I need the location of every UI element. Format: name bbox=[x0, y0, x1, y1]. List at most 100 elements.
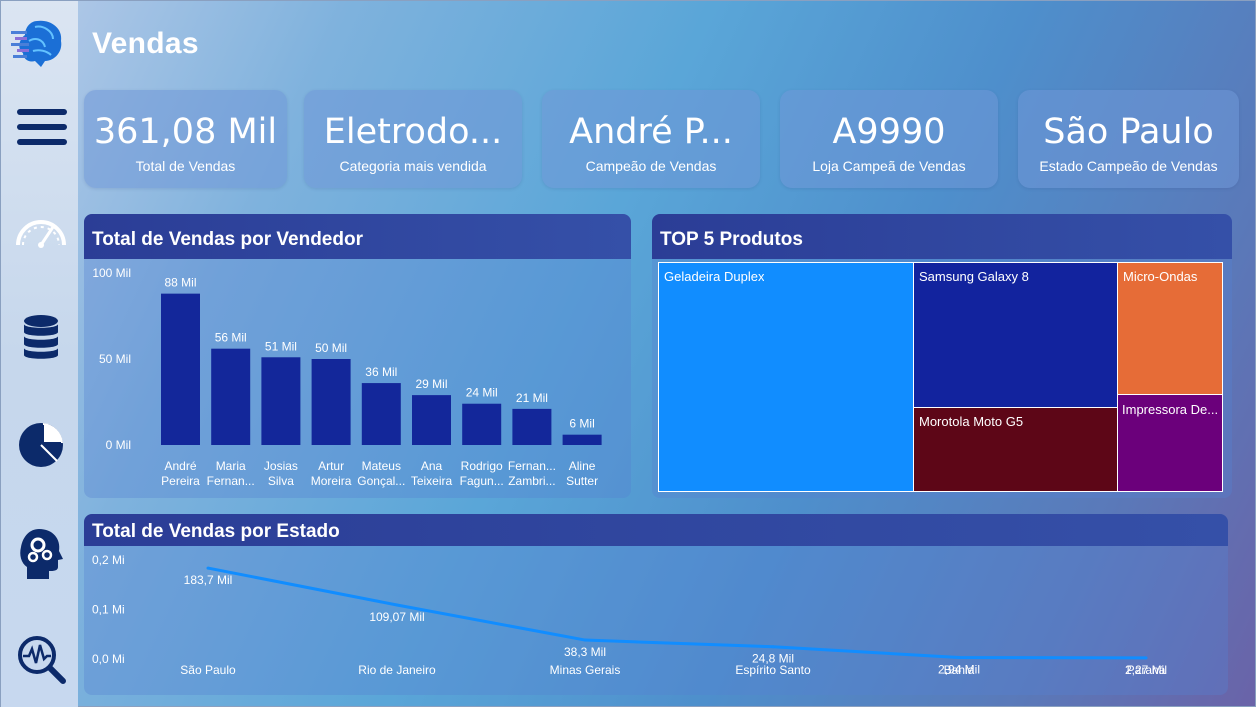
line-point bbox=[1144, 656, 1148, 660]
x-tick-label: Maria bbox=[216, 459, 246, 473]
kpi-card-total-sales[interactable]: 361,08 Mil Total de Vendas bbox=[84, 90, 287, 188]
x-tick-label: Pereira bbox=[161, 474, 200, 488]
x-tick-label: Ana bbox=[421, 459, 443, 473]
line-data-label: 2,94 Mil bbox=[938, 663, 980, 677]
kpi-value: Eletrodo... bbox=[323, 112, 503, 152]
x-tick-label: Zambri... bbox=[508, 474, 555, 488]
treemap-cell-moto[interactable]: Morotola Moto G5 bbox=[913, 407, 1118, 492]
x-tick-label: São Paulo bbox=[180, 663, 236, 677]
bar-data-label: 21 Mil bbox=[516, 391, 548, 405]
x-tick-label: Rodrigo bbox=[461, 459, 503, 473]
bar-data-label: 56 Mil bbox=[215, 331, 247, 345]
y-tick-label: 0,1 Mi bbox=[92, 603, 125, 617]
x-tick-label: Rio de Janeiro bbox=[358, 663, 436, 677]
treemap-label: Micro-Ondas bbox=[1123, 269, 1198, 284]
brain-logo-icon[interactable] bbox=[11, 15, 67, 71]
line-point bbox=[395, 603, 399, 607]
x-tick-label: Paraná bbox=[1127, 663, 1166, 677]
line-point bbox=[583, 638, 587, 642]
x-tick-label: Moreira bbox=[311, 474, 352, 488]
kpi-card-top-category[interactable]: Eletrodo... Categoria mais vendida bbox=[304, 90, 522, 188]
x-tick-label: Espírito Santo bbox=[735, 663, 811, 677]
line-series bbox=[207, 566, 1147, 660]
kpi-value: 361,08 Mil bbox=[93, 112, 278, 152]
bar bbox=[211, 348, 251, 445]
treemap-label: Geladeira Duplex bbox=[664, 269, 765, 284]
bar-data-label: 36 Mil bbox=[365, 365, 397, 379]
states-chart-panel: Total de Vendas por Estado 0,0 Mi 0,1 Mi 0… bbox=[84, 514, 1228, 695]
x-tick-label: Artur bbox=[318, 459, 344, 473]
kpi-label: Total de Vendas bbox=[135, 158, 236, 174]
pie-chart-icon[interactable] bbox=[13, 417, 69, 473]
bar-data-label: 29 Mil bbox=[415, 377, 447, 391]
line-point bbox=[957, 656, 961, 660]
kpi-card-top-store[interactable]: A9990 Loja Campeã de Vendas bbox=[780, 90, 998, 188]
line-data-label: 183,7 Mil bbox=[184, 573, 233, 587]
x-tick-label: Aline bbox=[569, 459, 596, 473]
line-data-label: 2,27 Mil bbox=[1125, 663, 1167, 677]
treemap-label: Samsung Galaxy 8 bbox=[919, 269, 1029, 284]
bar bbox=[462, 403, 502, 445]
database-icon[interactable] bbox=[13, 309, 69, 365]
kpi-label: Categoria mais vendida bbox=[339, 158, 487, 174]
bar bbox=[512, 408, 552, 445]
kpi-value: São Paulo bbox=[1043, 112, 1214, 152]
states-line-chart: 0,0 Mi 0,1 Mi 0,2 Mi 183,7 Mil São Paulo 109,… bbox=[92, 553, 1167, 677]
x-tick-label: Silva bbox=[268, 474, 294, 488]
kpi-value: A9990 bbox=[832, 112, 946, 152]
line-data-label: 109,07 Mil bbox=[369, 610, 424, 624]
x-tick-label: Fagun... bbox=[460, 474, 504, 488]
bar-data-label: 6 Mil bbox=[569, 417, 594, 431]
kpi-label: Estado Campeão de Vendas bbox=[1039, 158, 1218, 174]
bar-data-label: 50 Mil bbox=[315, 341, 347, 355]
kpi-card-top-state[interactable]: São Paulo Estado Campeão de Vendas bbox=[1018, 90, 1239, 188]
treemap-body: Geladeira Duplex Samsung Galaxy 8 Micro-… bbox=[658, 262, 1223, 492]
menu-icon[interactable] bbox=[13, 101, 69, 157]
treemap-cell-geladeira[interactable]: Geladeira Duplex bbox=[658, 262, 914, 492]
line-data-label: 24,8 Mil bbox=[752, 652, 794, 666]
y-tick-label: 50 Mil bbox=[99, 352, 131, 366]
speedometer-icon[interactable] bbox=[13, 205, 69, 261]
bar bbox=[311, 359, 351, 445]
sellers-chart-panel: Total de Vendas por Vendedor 0 Mil 50 Mil… bbox=[84, 214, 631, 498]
kpi-label: Campeão de Vendas bbox=[585, 158, 717, 174]
bar bbox=[361, 383, 401, 445]
kpi-value: André P... bbox=[569, 112, 733, 152]
treemap-cell-galaxy[interactable]: Samsung Galaxy 8 bbox=[913, 262, 1118, 408]
treemap-cell-impressora[interactable]: Impressora De... bbox=[1117, 394, 1223, 492]
x-tick-label: Bahia bbox=[944, 663, 975, 677]
page-title: Vendas bbox=[92, 27, 199, 60]
bar bbox=[261, 357, 301, 445]
x-tick-label: Fernan... bbox=[207, 474, 255, 488]
products-treemap-title: TOP 5 Produtos bbox=[652, 214, 1232, 259]
x-tick-label: Gonçal... bbox=[357, 474, 405, 488]
sellers-chart-title: Total de Vendas por Vendedor bbox=[84, 214, 631, 259]
y-tick-label: 0 Mil bbox=[106, 438, 131, 452]
line-point bbox=[771, 645, 775, 649]
x-tick-label: Minas Gerais bbox=[550, 663, 621, 677]
x-tick-label: Sutter bbox=[566, 474, 598, 488]
y-tick-label: 0,2 Mi bbox=[92, 553, 125, 567]
magnifier-pulse-icon[interactable] bbox=[13, 631, 69, 687]
bar-data-label: 24 Mil bbox=[466, 386, 498, 400]
treemap-label: Morotola Moto G5 bbox=[919, 414, 1024, 429]
states-chart-title: Total de Vendas por Estado bbox=[84, 514, 1228, 546]
bar-data-label: 88 Mil bbox=[164, 276, 196, 290]
sidebar bbox=[1, 1, 78, 707]
treemap-label: Impressora De... bbox=[1122, 402, 1219, 417]
bar bbox=[562, 434, 602, 445]
line-data-label: 38,3 Mil bbox=[564, 645, 606, 659]
x-tick-label: André bbox=[164, 459, 196, 473]
treemap-cell-microondas[interactable]: Micro-Ondas bbox=[1117, 262, 1223, 395]
kpi-label: Loja Campeã de Vendas bbox=[812, 158, 966, 174]
y-tick-label: 100 Mil bbox=[92, 266, 131, 280]
head-gears-icon[interactable] bbox=[13, 525, 69, 581]
products-treemap-panel: TOP 5 Produtos Geladeira Duplex Samsung … bbox=[652, 214, 1232, 498]
x-tick-label: Teixeira bbox=[411, 474, 453, 488]
x-tick-label: Mateus bbox=[362, 459, 401, 473]
bar-data-label: 51 Mil bbox=[265, 339, 297, 353]
kpi-card-top-seller[interactable]: André P... Campeão de Vendas bbox=[542, 90, 760, 188]
bar bbox=[161, 293, 200, 445]
line-point bbox=[206, 566, 210, 570]
x-tick-label: Josias bbox=[264, 459, 298, 473]
